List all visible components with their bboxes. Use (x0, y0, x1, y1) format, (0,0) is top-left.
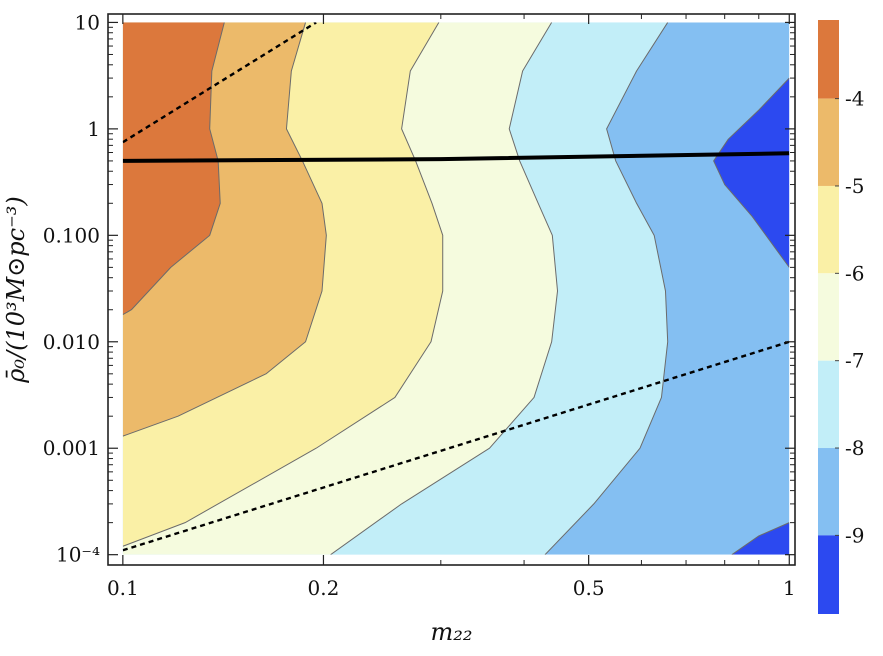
contour-line (713, 77, 790, 268)
y-tick-label: 0.100 (43, 223, 100, 247)
colorbar-segment (818, 448, 839, 536)
y-tick-label: 0.010 (43, 330, 100, 354)
x-axis-title: m₂₂ (431, 618, 473, 646)
plot-area (122, 22, 790, 555)
colorbar-segment (818, 20, 839, 99)
x-tick-label: 0.5 (573, 576, 605, 600)
colorbar-tick-label: -5 (845, 174, 864, 198)
dashed-line (122, 22, 317, 144)
colorbar-segment (818, 185, 839, 274)
y-tick-label: 0.001 (43, 436, 100, 460)
x-tick-label: 1 (783, 576, 796, 600)
contour-line (122, 22, 225, 316)
contour-band (122, 22, 225, 315)
contour-line (122, 22, 444, 547)
contour-line (731, 522, 790, 555)
solid-line (122, 151, 790, 163)
colorbar-segment (818, 360, 839, 449)
axis-ticks: 0.1 0.2 0.5 1 10⁻⁴ 0.001 0.010 0.100 1 10 (43, 10, 796, 600)
colorbar-tick-label: -6 (845, 261, 864, 285)
x-tick-label: 0.2 (308, 576, 340, 600)
colorbar-segment (818, 273, 839, 361)
contour-line (330, 22, 559, 555)
contour-band (731, 522, 790, 555)
contour-line (544, 22, 669, 555)
colorbar-segment (818, 98, 839, 186)
colorbar-tick-label: -8 (845, 436, 864, 460)
y-tick-label: 10⁻⁴ (56, 543, 100, 567)
colorbar-segment (818, 535, 839, 614)
colorbar-tick-label: -4 (845, 87, 864, 111)
colorbar-tick-label: -7 (845, 349, 864, 373)
plot-frame (107, 13, 796, 566)
y-tick-label: 10 (75, 10, 100, 34)
y-tick-label: 1 (87, 117, 100, 141)
colorbar-tick-label: -9 (845, 523, 864, 547)
x-tick-label: 0.1 (107, 576, 139, 600)
contour-band (713, 78, 790, 268)
y-axis-title: ρ̄₀/(10³M⊙pc⁻³) (2, 196, 30, 383)
colorbar: -4 -5 -6 -7 -8 -9 (818, 20, 864, 614)
contour-line (122, 22, 327, 437)
